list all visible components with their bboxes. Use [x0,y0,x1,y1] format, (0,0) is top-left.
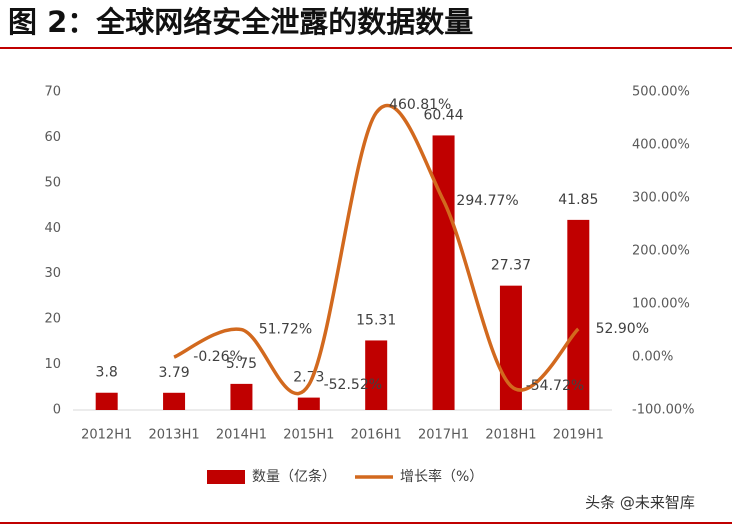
line-value-label: 52.90% [596,321,649,337]
bar [163,392,186,410]
y-tick-label: 70 [44,85,61,100]
y-tick-label: 30 [44,266,61,281]
bar [230,383,253,410]
bar-value-label: 3.8 [96,365,118,381]
bar [432,135,455,410]
line-value-label: 294.77% [456,193,518,209]
y2-tick-label: 200.00% [632,244,690,259]
x-tick-label: 2019H1 [553,428,604,443]
y-tick-label: 10 [44,357,61,372]
line-value-label: 460.81% [389,97,451,113]
line [173,103,580,396]
y-tick-label: 50 [44,175,61,190]
x-tick-label: 2015H1 [283,428,334,443]
x-tick-label: 2013H1 [148,428,199,443]
line-value-label: 51.72% [259,322,312,338]
bar [297,397,320,410]
y2-tick-label: 500.00% [632,85,690,100]
bar-value-label: 41.85 [558,192,598,208]
bar-value-label: 2.73 [293,370,324,386]
y2-tick-label: 400.00% [632,138,690,153]
y-tick-label: 0 [53,403,61,418]
bar-value-label: 27.37 [491,258,531,274]
watermark: 头条 @未来智库 [585,494,695,512]
y2-tick-label: 0.00% [632,350,673,365]
bar [365,340,388,410]
x-tick-label: 2017H1 [418,428,469,443]
y2-tick-label: 100.00% [632,297,690,312]
x-tick-label: 2014H1 [216,428,267,443]
legend-label: 数量（亿条） [252,468,336,485]
x-tick-label: 2012H1 [81,428,132,443]
y-tick-label: 20 [44,312,61,327]
chart-title: 图 2：全球网络安全泄露的数据数量 [8,5,473,39]
bar-value-label: 5.75 [226,356,257,372]
legend-label: 增长率（%） [400,468,483,485]
bar-value-label: 3.79 [158,365,189,381]
bar-value-label: 60.44 [424,107,464,123]
bar [95,392,118,410]
y-tick-label: 60 [44,130,61,145]
legend-swatch [207,470,245,484]
bar-value-label: 15.31 [356,312,396,328]
bar [567,219,590,410]
y2-tick-label: 300.00% [632,191,690,206]
line-value-label: -54.72% [526,378,584,394]
y-tick-label: 40 [44,221,61,236]
y2-tick-label: -100.00% [632,403,695,418]
line-value-label: -0.26% [193,349,243,365]
x-tick-label: 2016H1 [351,428,402,443]
x-tick-label: 2018H1 [485,428,536,443]
line-value-label: -52.52% [324,377,382,393]
